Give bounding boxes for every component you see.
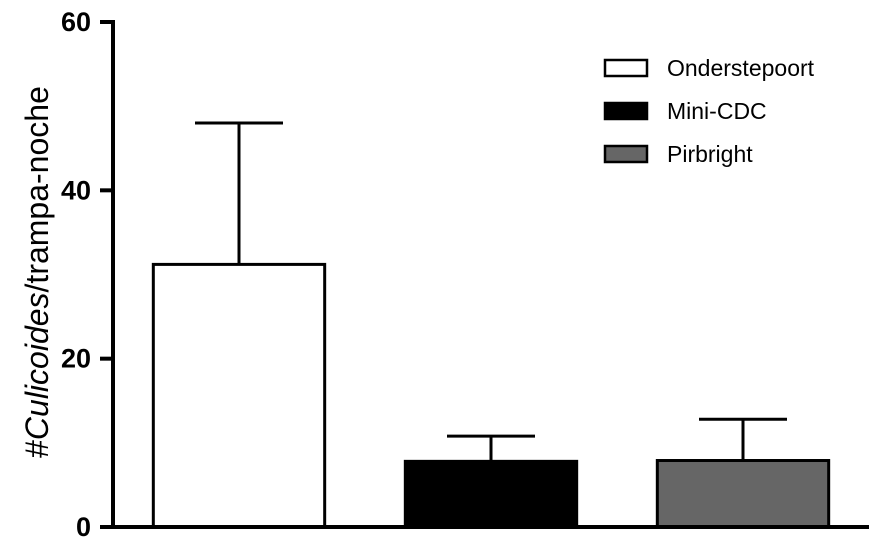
legend-swatch [603, 101, 649, 121]
axes [111, 20, 869, 529]
legend-swatch [603, 58, 649, 78]
y-tick-label: 0 [76, 512, 91, 538]
y-tick-label: 20 [61, 344, 91, 374]
bar [151, 262, 327, 529]
legend-label: Pirbright [667, 141, 753, 167]
legend-label: Mini-CDC [667, 98, 767, 124]
y-axis-label: #Culicoides/trampa-noche [19, 86, 55, 458]
bar [403, 459, 579, 529]
legend-swatch [603, 144, 649, 164]
legend-label: Onderstepoort [667, 55, 815, 81]
y-tick-label: 60 [61, 7, 91, 37]
bars [151, 121, 831, 529]
y-tick-label: 40 [61, 175, 91, 205]
bar [655, 459, 831, 529]
y-ticks: 0 20 40 60 [61, 7, 113, 538]
legend: Onderstepoort Mini-CDC Pirbright [603, 55, 815, 167]
